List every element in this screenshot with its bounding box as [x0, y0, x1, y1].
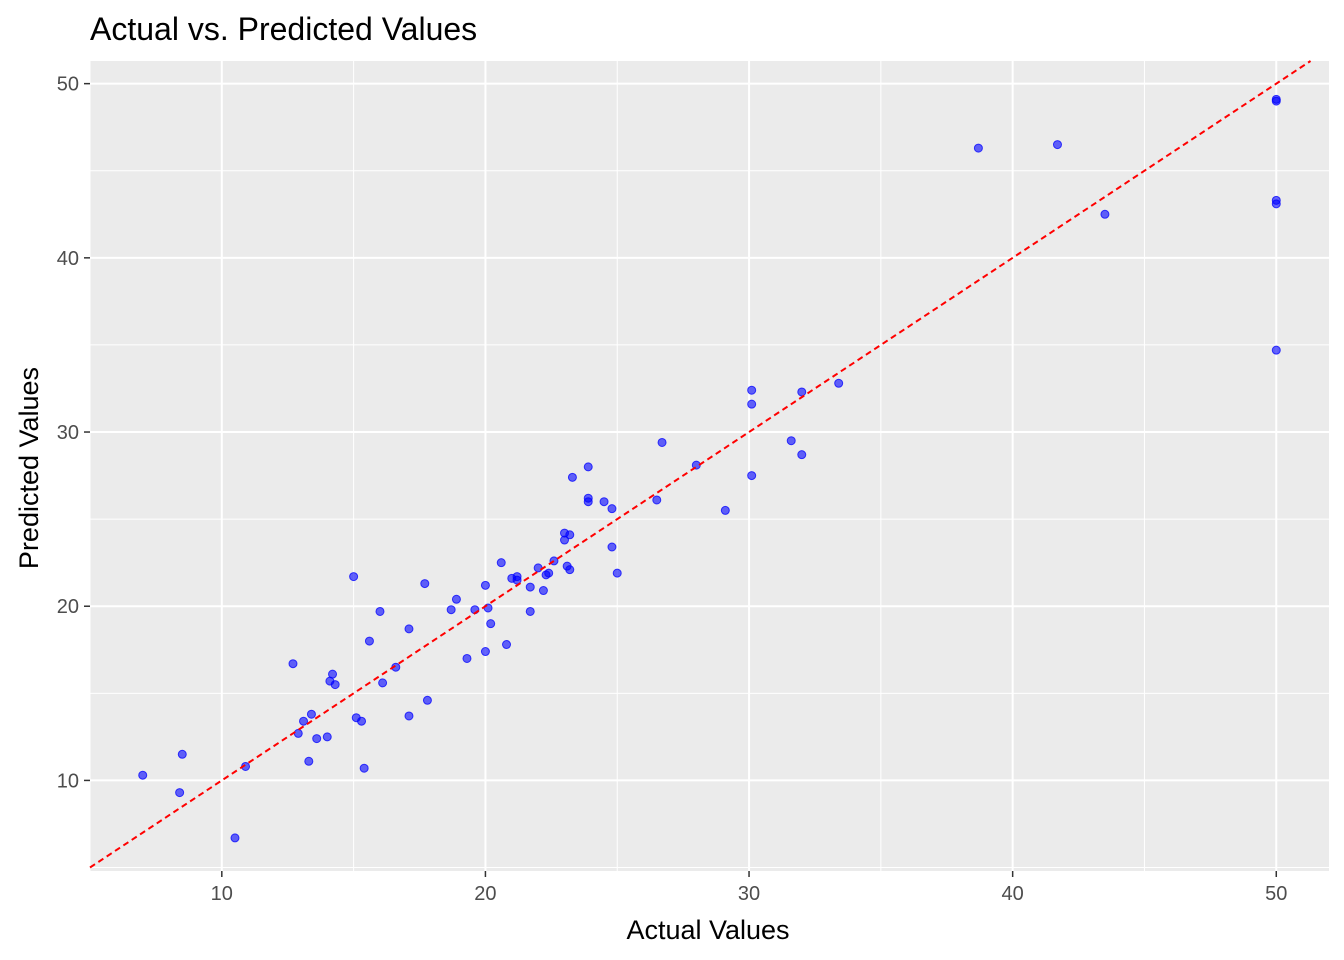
data-point	[462, 653, 472, 663]
y-tick-labels: 10 20 30 40 50	[57, 74, 79, 793]
data-point	[328, 669, 338, 679]
data-point	[177, 749, 187, 759]
data-point	[747, 385, 757, 395]
data-point	[525, 582, 535, 592]
data-point	[1271, 345, 1281, 355]
data-point	[525, 606, 535, 616]
data-points	[138, 94, 1281, 843]
data-point	[607, 504, 617, 514]
data-point	[652, 495, 662, 505]
data-point	[378, 678, 388, 688]
data-point	[797, 450, 807, 460]
data-point	[747, 399, 757, 409]
data-point	[480, 580, 490, 590]
data-point	[359, 763, 369, 773]
major-gridlines	[90, 61, 1329, 871]
data-point	[834, 378, 844, 388]
x-axis-title: Actual Values	[626, 915, 789, 945]
y-axis-title: Predicted Values	[14, 367, 44, 569]
data-point	[583, 497, 593, 507]
data-point	[565, 530, 575, 540]
data-point	[299, 716, 309, 726]
x-tick-labels: 10 20 30 40 50	[211, 883, 1288, 905]
data-point	[583, 462, 593, 472]
y-tick-label: 20	[57, 596, 79, 618]
data-point	[364, 636, 374, 646]
data-point	[486, 619, 496, 629]
y-tick-label: 40	[57, 248, 79, 270]
x-tick-label: 10	[211, 883, 233, 905]
data-point	[599, 497, 609, 507]
data-point	[288, 659, 298, 669]
data-point	[502, 640, 512, 650]
data-point	[544, 568, 554, 578]
data-point	[720, 505, 730, 515]
data-point	[404, 711, 414, 721]
data-point	[175, 788, 185, 798]
data-point	[533, 563, 543, 573]
y-tick-label: 10	[57, 770, 79, 792]
data-point	[304, 756, 314, 766]
y-tick-label: 30	[57, 422, 79, 444]
data-point	[375, 606, 385, 616]
axis-ticks	[84, 82, 1278, 877]
data-point	[1052, 140, 1062, 150]
data-point	[565, 565, 575, 575]
data-point	[797, 387, 807, 397]
data-point	[496, 558, 506, 568]
data-point	[1100, 209, 1110, 219]
data-point	[312, 734, 322, 744]
data-point	[567, 472, 577, 482]
data-point	[1271, 199, 1281, 209]
minor-gridlines	[89, 61, 1329, 871]
data-point	[538, 586, 548, 596]
data-point	[973, 143, 983, 153]
data-point	[786, 436, 796, 446]
data-point	[1271, 96, 1281, 106]
x-tick-label: 50	[1265, 883, 1287, 905]
data-point	[357, 716, 367, 726]
data-point	[512, 575, 522, 585]
data-point	[560, 535, 570, 545]
data-point	[138, 770, 148, 780]
data-point	[446, 605, 456, 615]
y-tick-label: 50	[57, 74, 79, 96]
data-point	[747, 471, 757, 481]
data-point	[420, 579, 430, 589]
data-point	[422, 695, 432, 705]
data-point	[330, 680, 340, 690]
data-point	[607, 542, 617, 552]
data-point	[451, 594, 461, 604]
reference-line	[89, 60, 1312, 869]
x-tick-label: 40	[1002, 883, 1024, 905]
x-tick-label: 30	[738, 883, 760, 905]
data-point	[293, 728, 303, 738]
data-point	[322, 732, 332, 742]
x-tick-label: 20	[474, 883, 496, 905]
data-point	[404, 624, 414, 634]
data-point	[306, 709, 316, 719]
data-point	[657, 437, 667, 447]
data-point	[349, 572, 359, 582]
plot-panel	[90, 61, 1329, 871]
chart-title: Actual vs. Predicted Values	[90, 11, 477, 47]
data-point	[480, 647, 490, 657]
data-point	[230, 833, 240, 843]
data-point	[612, 568, 622, 578]
